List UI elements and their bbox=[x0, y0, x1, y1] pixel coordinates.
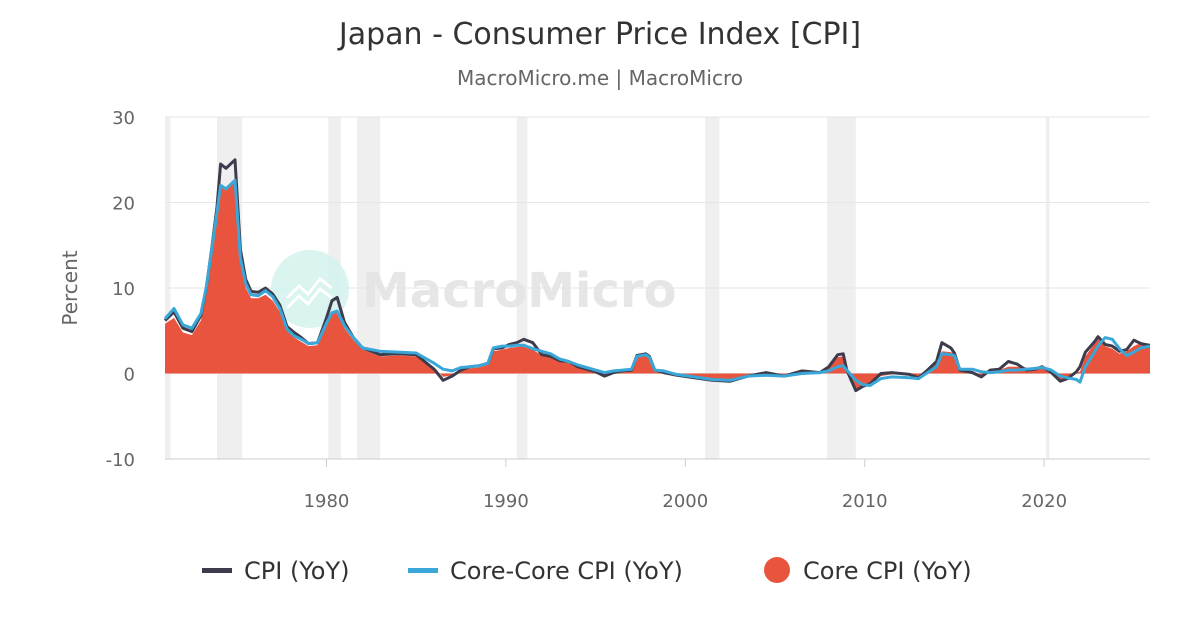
x-tick-label-2000: 2000 bbox=[662, 491, 708, 512]
legend-swatch-cpi bbox=[202, 568, 232, 573]
x-tick-label-2020: 2020 bbox=[1021, 491, 1067, 512]
y-tick-label-0: 0 bbox=[124, 365, 135, 386]
chart-subtitle: MacroMicro.me | MacroMicro bbox=[457, 66, 743, 90]
y-tick-label-20: 20 bbox=[112, 194, 135, 215]
x-tick-label-1990: 1990 bbox=[483, 491, 529, 512]
series-lines bbox=[163, 158, 1151, 393]
core-cpi-area bbox=[165, 182, 1150, 389]
legend-item-core-cpi[interactable]: Core CPI (YoY) bbox=[764, 557, 972, 585]
legend-label-core-core-cpi: Core-Core CPI (YoY) bbox=[450, 557, 683, 585]
watermark-logo-trend2-icon bbox=[285, 286, 333, 310]
y-axis-label: Percent bbox=[58, 250, 82, 325]
legend: CPI (YoY) Core-Core CPI (YoY) Core CPI (… bbox=[202, 557, 972, 585]
y-tick-label-10: 10 bbox=[112, 279, 135, 300]
line-core-core-cpi bbox=[163, 178, 1151, 387]
x-tick-label-2010: 2010 bbox=[842, 491, 888, 512]
legend-label-core-cpi: Core CPI (YoY) bbox=[803, 557, 972, 585]
watermark-text: MacroMicro bbox=[362, 263, 677, 319]
legend-item-cpi[interactable]: CPI (YoY) bbox=[202, 557, 349, 585]
watermark-logo-trend-icon bbox=[285, 276, 333, 300]
chart-title: Japan - Consumer Price Index [CPI] bbox=[337, 17, 861, 52]
legend-label-cpi: CPI (YoY) bbox=[244, 557, 349, 585]
y-tick-label-30: 30 bbox=[112, 108, 135, 129]
area-core-cpi bbox=[165, 182, 1150, 389]
y-tick-label--10: -10 bbox=[106, 450, 135, 471]
legend-swatch-core-core-cpi bbox=[408, 568, 438, 573]
legend-item-core-core-cpi[interactable]: Core-Core CPI (YoY) bbox=[408, 557, 683, 585]
legend-swatch-core-cpi bbox=[764, 557, 790, 583]
x-tick-label-1980: 1980 bbox=[304, 491, 350, 512]
watermark: MacroMicro bbox=[271, 250, 677, 328]
